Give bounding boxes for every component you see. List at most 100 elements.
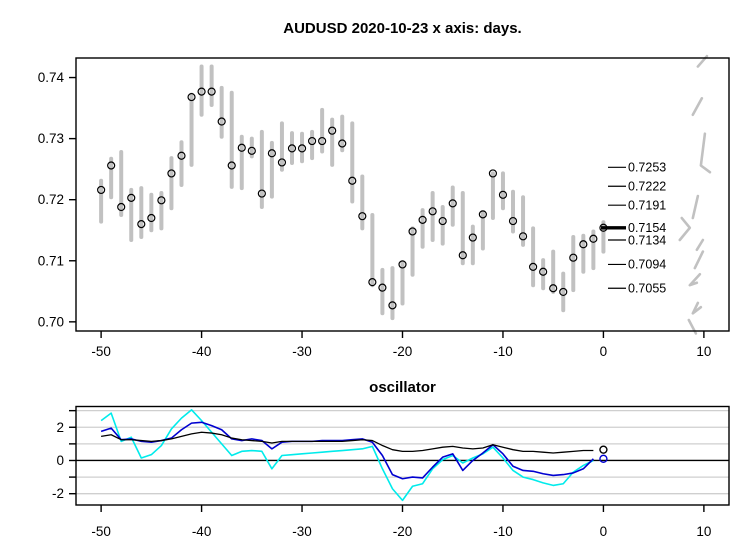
y-axis-label: 0 [56, 453, 64, 468]
close-circle [579, 240, 588, 249]
close-circle [328, 126, 337, 135]
close-circle [97, 185, 106, 195]
black-end-circle [599, 445, 608, 454]
margin-mark [699, 132, 712, 174]
close-circle [267, 149, 276, 158]
close-circle [458, 251, 467, 260]
close-circle [107, 161, 116, 170]
close-circle [388, 301, 397, 310]
close-circle [448, 199, 457, 208]
close-circle [478, 210, 487, 219]
x-axis-label: 0 [600, 344, 608, 359]
close-circle [539, 267, 548, 276]
close-circle [378, 283, 387, 292]
close-circle [297, 144, 307, 153]
y-axis-label: 0.74 [38, 70, 65, 85]
margin-mark [693, 250, 705, 270]
close-circle [147, 213, 156, 223]
x-axis-label: 10 [696, 344, 711, 359]
x-axis-label: -10 [493, 524, 513, 539]
level-label: 0.7055 [628, 282, 666, 296]
close-circle [237, 143, 246, 152]
close-circle [468, 233, 477, 242]
x-axis-label: -10 [493, 344, 513, 359]
close-circle [227, 161, 236, 170]
y-axis-label: 2 [56, 420, 64, 435]
x-axis-label: -30 [292, 344, 312, 359]
close-circle [127, 193, 136, 202]
margin-mark [691, 194, 700, 220]
close-circle [348, 176, 357, 185]
close-circle [358, 212, 367, 221]
level-label: 0.7154 [628, 221, 666, 235]
x-axis-label: -30 [292, 524, 312, 539]
margin-mark [688, 272, 702, 287]
y-axis-label: 0.72 [38, 192, 64, 207]
close-circle [137, 220, 146, 229]
x-axis-label: 0 [600, 524, 608, 539]
margin-mark [678, 216, 692, 242]
margin-mark [691, 97, 704, 117]
close-circle [167, 169, 176, 178]
close-circle [569, 253, 578, 262]
level-label: 0.7094 [628, 258, 666, 272]
level-label: 0.7253 [628, 161, 666, 175]
close-circle [277, 158, 287, 167]
close-circle [518, 232, 528, 241]
close-circle [197, 87, 206, 96]
blue-end-circle [599, 454, 608, 464]
x-axis-label: -20 [393, 344, 413, 359]
y-axis-label: 0.73 [38, 131, 64, 146]
oscillator-title: oscillator [369, 379, 436, 396]
close-circle [257, 189, 266, 198]
plot-border [75, 405, 730, 506]
level-label: 0.7222 [628, 180, 666, 194]
blue-medium-line [100, 421, 594, 480]
level-label: 0.7191 [628, 198, 666, 212]
close-circle [549, 284, 558, 293]
close-circle [207, 87, 216, 96]
close-circle [157, 196, 166, 205]
x-axis-label: -50 [91, 344, 111, 359]
close-circle [589, 234, 598, 243]
close-circle [408, 227, 417, 236]
close-circle [488, 169, 498, 178]
close-circle [368, 278, 377, 287]
x-axis-label: -50 [91, 524, 111, 539]
close-circle [307, 136, 317, 146]
close-circle [438, 216, 447, 226]
close-circle [428, 207, 437, 216]
y-axis-label: 0.70 [38, 314, 64, 329]
cyan-fast-line [100, 409, 594, 502]
y-axis-label: 0.71 [38, 253, 64, 268]
close-circle [418, 215, 427, 224]
close-circle [287, 144, 297, 153]
black-slow-line [101, 431, 594, 454]
hl-bars [99, 64, 606, 321]
close-circle [398, 260, 407, 269]
level-label: 0.7134 [628, 233, 666, 247]
close-circle [498, 190, 508, 199]
close-circle [187, 92, 196, 102]
close-circle [117, 202, 126, 212]
close-circle [318, 136, 327, 146]
margin-mark [695, 238, 705, 252]
x-axis-label: -40 [192, 524, 212, 539]
y-axis-label: -2 [52, 486, 64, 501]
close-circle [217, 117, 226, 126]
close-circle [247, 146, 256, 155]
margin-mark [691, 301, 703, 315]
close-circle [177, 151, 186, 160]
x-axis-label: 10 [696, 524, 711, 539]
price-chart-title: AUDUSD 2020-10-23 x axis: days. [283, 20, 522, 37]
close-circle [559, 287, 568, 297]
close-circle [528, 262, 538, 271]
close-circle [508, 216, 518, 226]
close-circle [338, 139, 347, 148]
x-axis-label: -20 [393, 524, 413, 539]
